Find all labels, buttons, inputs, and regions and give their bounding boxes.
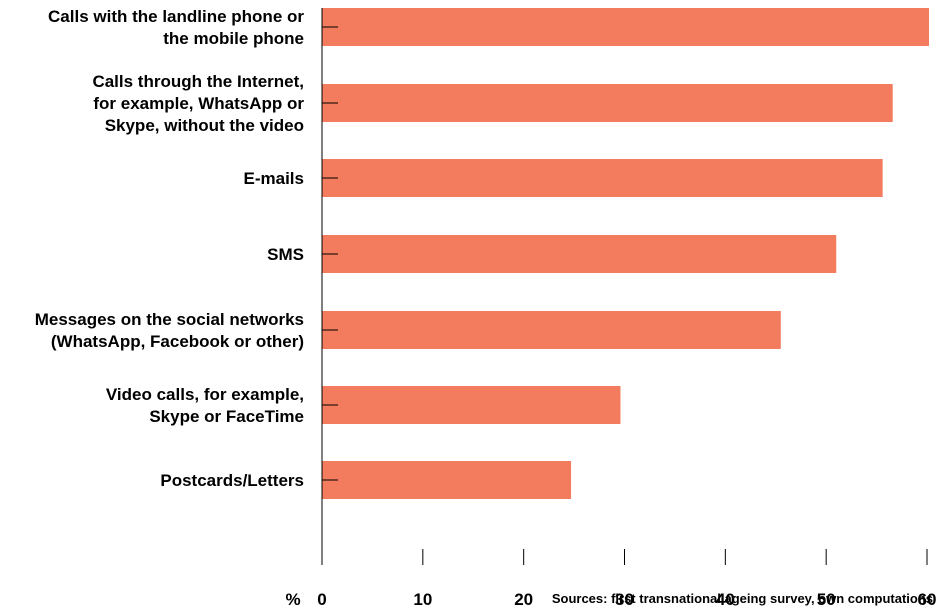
bar xyxy=(322,84,893,122)
x-tick-label: 20 xyxy=(514,590,533,609)
category-label: Skype, without the video xyxy=(105,116,304,135)
category-label: Video calls, for example, xyxy=(106,385,304,404)
x-tick-label: 30 xyxy=(615,590,634,609)
bar xyxy=(322,311,781,349)
category-label: Postcards/Letters xyxy=(160,471,304,490)
category-label: Messages on the social networks xyxy=(35,310,304,329)
x-tick-label: 60 xyxy=(918,590,937,609)
bar xyxy=(322,235,837,273)
source-note: Sources: first transnational ageing surv… xyxy=(551,591,933,606)
category-label: SMS xyxy=(267,245,304,264)
x-unit-label: % xyxy=(285,590,300,609)
bar xyxy=(322,8,930,46)
category-label: (WhatsApp, Facebook or other) xyxy=(51,332,304,351)
bar xyxy=(322,159,883,197)
x-tick-label: 0 xyxy=(317,590,326,609)
x-tick-label: 10 xyxy=(413,590,432,609)
category-label: Calls through the Internet, xyxy=(92,72,304,91)
x-tick-label: 40 xyxy=(716,590,735,609)
category-label: Skype or FaceTime xyxy=(149,407,304,426)
tick-labels-group: % 0 10 20 30 40 50 60 xyxy=(285,590,936,609)
bar xyxy=(322,386,621,424)
category-label: the mobile phone xyxy=(163,29,304,48)
axes-group xyxy=(321,8,928,565)
x-tick-label: 50 xyxy=(817,590,836,609)
bar xyxy=(322,461,572,499)
bars-group xyxy=(322,8,930,499)
category-labels-group: Calls with the landline phone or the mobi… xyxy=(35,7,305,490)
category-label: E-mails xyxy=(244,169,304,188)
category-label: Calls with the landline phone or xyxy=(48,7,304,26)
category-label: for example, WhatsApp or xyxy=(93,94,304,113)
